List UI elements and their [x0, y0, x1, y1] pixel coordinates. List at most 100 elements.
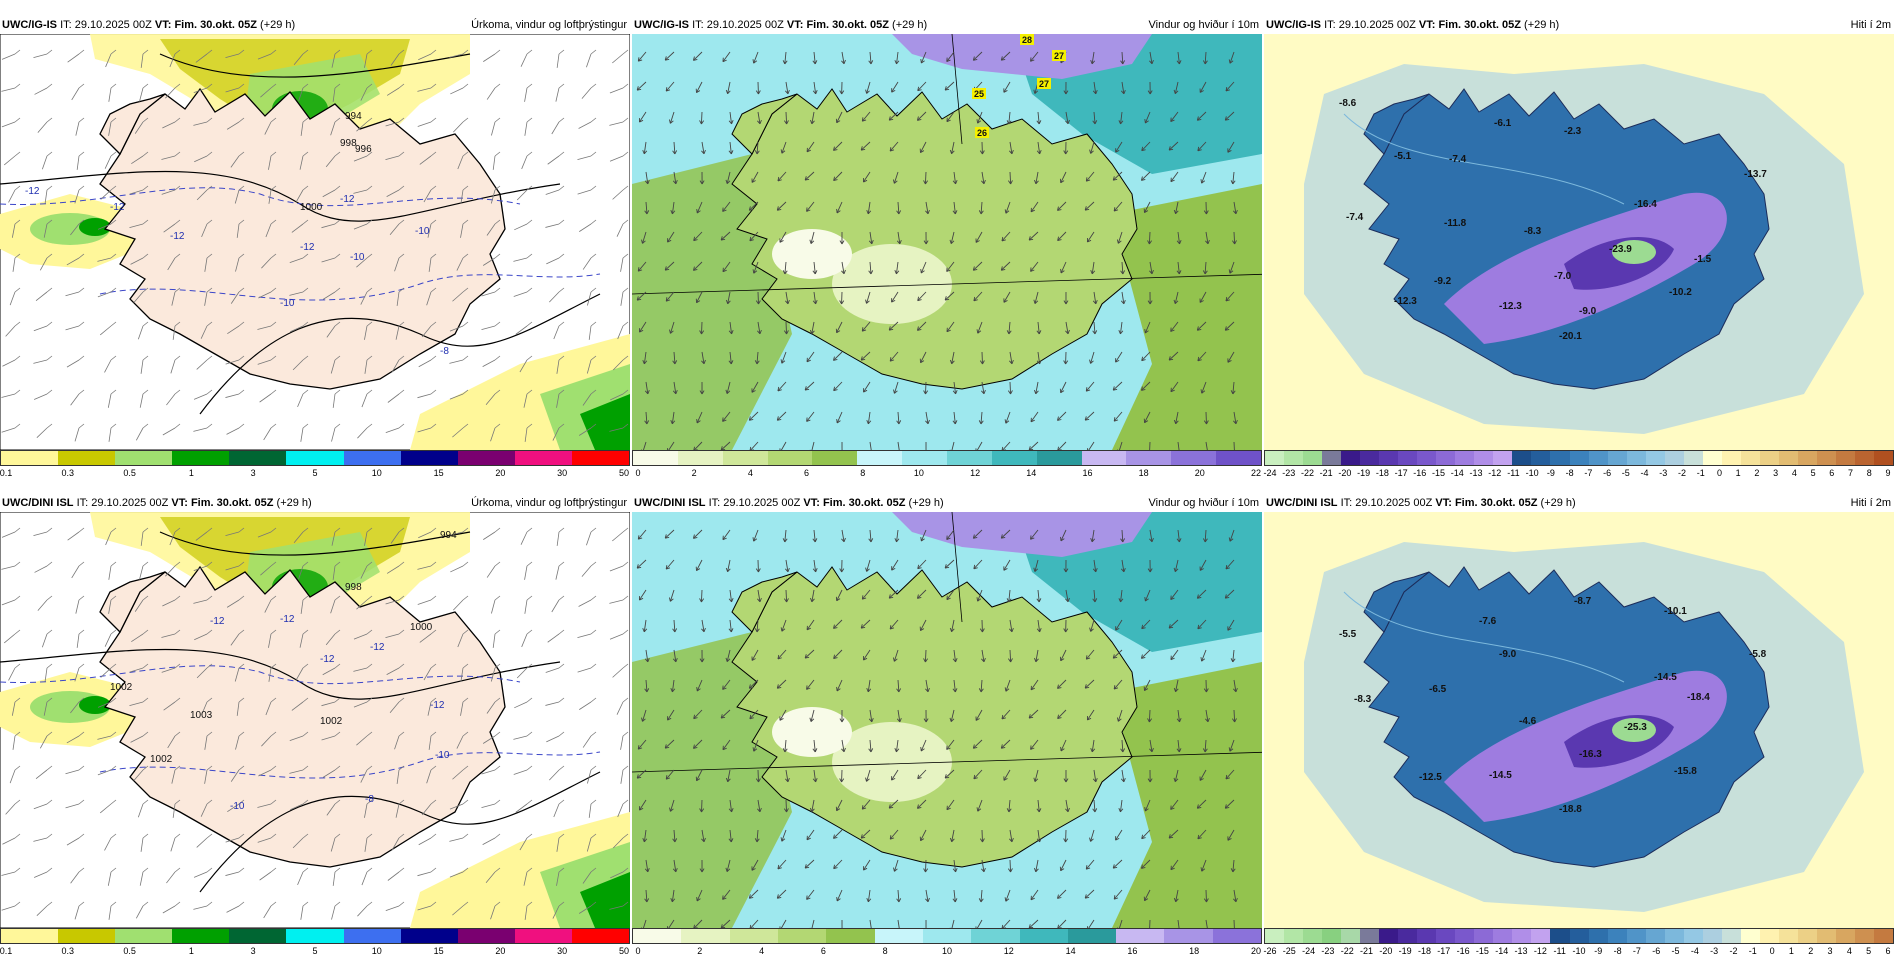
map-canvas[interactable] — [632, 512, 1262, 928]
vt-label: VT: — [1435, 497, 1452, 509]
isotherm-label: -8 — [440, 346, 449, 357]
colorbar-swatch — [115, 929, 172, 943]
isotherm-label: -12 — [340, 194, 355, 205]
colorbar-swatch — [572, 451, 629, 465]
colorbar-tick-label: -19 — [1357, 468, 1370, 478]
colorbar-swatch — [229, 929, 286, 943]
model-name: UWC/DINI ISL — [634, 497, 706, 509]
temperature-value: -2.3 — [1564, 126, 1582, 137]
vt-label: VT: — [171, 497, 188, 509]
colorbar-swatches — [1264, 450, 1894, 466]
map-svg[interactable] — [632, 512, 1262, 928]
colorbar-tick-label: 20 — [495, 468, 505, 478]
colorbar-tick-label: -1 — [1697, 468, 1705, 478]
colorbar-swatch — [1703, 929, 1722, 943]
panel-dini-precip: UWC/DINI ISL IT: 29.10.2025 00Z VT: Fim.… — [0, 495, 630, 950]
temperature-value: -8.3 — [1524, 226, 1542, 237]
colorbar-swatch — [58, 451, 115, 465]
colorbar-tick-label: -10 — [1526, 468, 1539, 478]
colorbar-swatch — [1213, 929, 1261, 943]
colorbar-tick-label: 4 — [759, 946, 764, 956]
colorbar-tick-label: -14 — [1451, 468, 1464, 478]
colorbar-tick-label: -24 — [1263, 468, 1276, 478]
colorbar-swatch — [286, 451, 343, 465]
colorbar-tick-label: -4 — [1691, 946, 1699, 956]
temperature-value: -7.0 — [1554, 271, 1572, 282]
colorbar-swatch — [1570, 451, 1589, 465]
panel-dini-temp: UWC/DINI ISL IT: 29.10.2025 00Z VT: Fim.… — [1264, 495, 1894, 950]
isobar-label: 1002 — [150, 754, 173, 765]
colorbar-tick-label: 0.1 — [0, 468, 12, 478]
run-info: UWC/DINI ISL IT: 29.10.2025 00Z VT: Fim.… — [634, 495, 944, 511]
run-info: UWC/IG-IS IT: 29.10.2025 00Z VT: Fim. 30… — [1266, 17, 1559, 33]
product-title: Vindur og hviður í 10m — [1149, 495, 1259, 511]
gust-value: 27 — [1054, 51, 1064, 61]
map-svg[interactable]: -8.7-7.6-10.1-5.5-9.0-5.8-14.5-6.5-8.3-1… — [1264, 512, 1894, 928]
isotherm-label: -12 — [210, 616, 225, 627]
colorbar-swatch — [1874, 451, 1893, 465]
temperature-value: -9.0 — [1499, 649, 1517, 660]
panel-igis-precip: UWC/IG-IS IT: 29.10.2025 00Z VT: Fim. 30… — [0, 17, 630, 487]
colorbar-tick-label: -1 — [1749, 946, 1757, 956]
run-info: UWC/IG-IS IT: 29.10.2025 00Z VT: Fim. 30… — [634, 17, 927, 33]
panel-header: UWC/DINI ISL IT: 29.10.2025 00Z VT: Fim.… — [1264, 495, 1894, 511]
colorbar-swatch — [1171, 451, 1216, 465]
colorbar-tick-label: -4 — [1641, 468, 1649, 478]
colorbar-tick-label: -13 — [1469, 468, 1482, 478]
map-svg[interactable]: -8.6-6.1-2.3-7.4-5.1-13.7-16.4-7.4-11.8-… — [1264, 34, 1894, 450]
product-title: Úrkoma, vindur og loftþrýstingur — [471, 495, 627, 511]
panel-header: UWC/IG-IS IT: 29.10.2025 00Z VT: Fim. 30… — [0, 17, 630, 33]
colorbar-tick-label: -3 — [1710, 946, 1718, 956]
colorbar-tick-label: 6 — [1885, 946, 1890, 956]
panel-dini-wind: UWC/DINI ISL IT: 29.10.2025 00Z VT: Fim.… — [632, 495, 1262, 950]
colorbar-swatch — [1493, 929, 1512, 943]
colorbar-swatch — [1, 451, 58, 465]
temperature-value: -14.5 — [1489, 770, 1512, 781]
colorbar-swatch — [1303, 451, 1322, 465]
colorbar-tick-label: -5 — [1672, 946, 1680, 956]
colorbar-swatch — [971, 929, 1019, 943]
colorbar-tick-label: 5 — [312, 468, 317, 478]
colorbar-swatch — [1703, 451, 1722, 465]
map-canvas[interactable]: -8.6-6.1-2.3-7.4-5.1-13.7-16.4-7.4-11.8-… — [1264, 34, 1894, 450]
temperature-value: -18.4 — [1687, 692, 1710, 703]
colorbar-tick-label: 2 — [692, 468, 697, 478]
temperature-value: -5.8 — [1749, 649, 1767, 660]
colorbar-swatch — [115, 451, 172, 465]
colorbar-tick-label: 0.5 — [123, 468, 136, 478]
colorbar-tick-label: 9 — [1885, 468, 1890, 478]
it-value: 29.10.2025 00Z — [1339, 19, 1416, 31]
colorbar-tick-label: -11 — [1507, 468, 1519, 478]
colorbar-swatch — [1436, 929, 1455, 943]
isotherm-label: -12 — [170, 231, 185, 242]
colorbar-tick-label: 0.3 — [62, 946, 75, 956]
map-svg[interactable]: 10021002100310029981000994-12-12-12-12-1… — [0, 512, 630, 928]
isobar-label: 996 — [355, 144, 372, 155]
temperature-value: -8.6 — [1339, 98, 1357, 109]
colorbar-swatch — [947, 451, 992, 465]
model-name: UWC/DINI ISL — [1266, 497, 1338, 509]
colorbar-tick-label: 10 — [914, 468, 924, 478]
colorbar-swatch — [812, 451, 857, 465]
temperature-value: -12.3 — [1394, 296, 1417, 307]
temperature-value: -8.3 — [1354, 694, 1372, 705]
colorbar-swatch — [1082, 451, 1127, 465]
temperature-value: -6.1 — [1494, 118, 1512, 129]
model-name: UWC/IG-IS — [2, 19, 57, 31]
colorbar-tick-label: 6 — [804, 468, 809, 478]
it-label: IT: — [1341, 497, 1353, 509]
colorbar-tick-label: 0 — [635, 946, 640, 956]
colorbar-swatch — [923, 929, 971, 943]
isobar-label: 1000 — [410, 622, 433, 633]
map-canvas[interactable]: -8.7-7.6-10.1-5.5-9.0-5.8-14.5-6.5-8.3-1… — [1264, 512, 1894, 928]
colorbar-swatch — [1855, 929, 1874, 943]
isotherm-label: -12 — [110, 202, 125, 213]
colorbar-tick-label: 20 — [1251, 946, 1261, 956]
colorbar-tick-label: 1 — [1736, 468, 1741, 478]
